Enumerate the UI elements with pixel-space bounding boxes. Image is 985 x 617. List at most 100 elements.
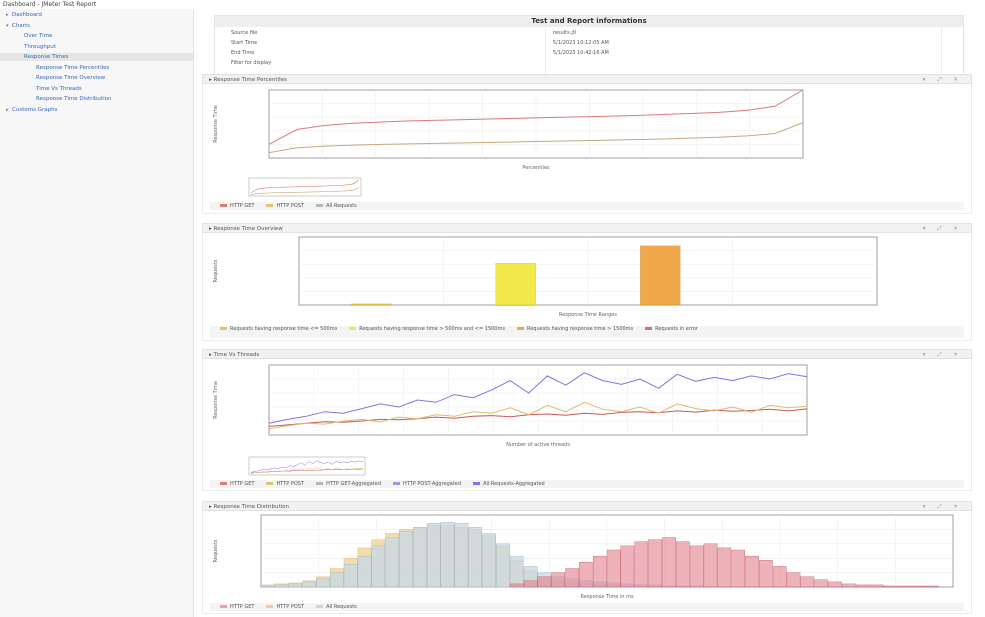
panel-header[interactable]: ▸ Time Vs Threads ▾ ⤢ ✕ bbox=[202, 349, 972, 359]
legend-item[interactable]: All Requests bbox=[316, 604, 357, 610]
histogram-bar bbox=[883, 585, 898, 588]
sidebar-item[interactable]: ▸ Dashboard bbox=[0, 11, 193, 19]
legend-label: All Requests-Aggregated bbox=[483, 481, 545, 487]
histogram-bar bbox=[551, 572, 566, 588]
sidebar: ▸ Dashboard ▾ Charts Over Time Throughput Resp… bbox=[0, 9, 194, 617]
panel-controls[interactable]: ▾ ⤢ ✕ bbox=[922, 77, 963, 83]
legend-item[interactable]: Requests having response time <= 500ms bbox=[220, 326, 337, 332]
sidebar-item-label: Dashboard bbox=[12, 12, 42, 18]
legend-item[interactable]: HTTP POST bbox=[266, 481, 304, 487]
sidebar-item-label: Throughput bbox=[24, 43, 56, 50]
histogram-bar bbox=[842, 583, 856, 588]
legend-item[interactable]: HTTP POST bbox=[266, 203, 304, 209]
chart-legend[interactable]: HTTP GET HTTP POST All Requests bbox=[210, 202, 964, 210]
bar[interactable] bbox=[495, 262, 536, 306]
legend-swatch bbox=[266, 204, 274, 207]
sidebar-item[interactable]: ▾ Charts bbox=[0, 22, 193, 30]
histogram-bar bbox=[703, 543, 718, 588]
legend-label: HTTP GET bbox=[230, 604, 255, 610]
bar[interactable] bbox=[351, 303, 392, 306]
sidebar-item[interactable]: Response Time Percentiles bbox=[0, 64, 193, 72]
legend-item[interactable]: HTTP GET bbox=[220, 481, 254, 487]
legend-swatch bbox=[266, 482, 274, 485]
zoom-overview-box[interactable] bbox=[248, 456, 366, 476]
histogram-bar bbox=[593, 555, 607, 588]
histogram-bar bbox=[399, 531, 413, 588]
legend-swatch bbox=[220, 327, 227, 330]
panel-header[interactable]: ▸ Response Time Percentiles ▾ ⤢ ✕ bbox=[202, 74, 972, 84]
histogram-bar bbox=[745, 555, 759, 588]
histogram-bar bbox=[634, 541, 649, 588]
legend-label: HTTP GET-Aggregated bbox=[326, 481, 382, 487]
sidebar-item[interactable]: Over Time bbox=[0, 32, 193, 40]
summary-key: Filter for display bbox=[231, 60, 272, 66]
legend-item[interactable]: All Requests-Aggregated bbox=[473, 481, 545, 487]
histogram-bar bbox=[689, 545, 704, 588]
histogram-bar bbox=[565, 568, 579, 588]
histogram-bar bbox=[302, 581, 316, 588]
histogram-bar bbox=[786, 572, 801, 588]
chart-legend[interactable]: HTTP GET HTTP POST HTTP GET-Aggregated HTTP… bbox=[210, 480, 964, 488]
legend-item[interactable]: All Requests bbox=[316, 203, 357, 209]
percentiles-chart: Percentiles Response Time bbox=[213, 89, 804, 197]
summary-title: Test and Report informations bbox=[215, 16, 963, 27]
legend-label: HTTP GET bbox=[230, 481, 255, 487]
sidebar-item[interactable]: Throughput bbox=[0, 43, 193, 51]
zoom-series-line bbox=[250, 460, 364, 473]
legend-label: HTTP POST bbox=[276, 203, 305, 209]
histogram-bar bbox=[329, 572, 344, 588]
series-line bbox=[268, 372, 808, 424]
legend-label: HTTP POST-Aggregated bbox=[403, 481, 462, 487]
sidebar-item[interactable]: ▸ Customs Graphs bbox=[0, 106, 193, 114]
sidebar-item[interactable]: Response Time Overview bbox=[0, 74, 193, 82]
legend-item[interactable]: HTTP GET bbox=[220, 203, 254, 209]
legend-swatch bbox=[266, 605, 274, 608]
panel-controls[interactable]: ▾ ⤢ ✕ bbox=[922, 352, 963, 358]
legend-label: Requests having response time > 1500ms bbox=[526, 326, 634, 332]
sidebar-item[interactable]: Response Times bbox=[0, 53, 193, 61]
y-axis-label: Requests bbox=[213, 539, 219, 562]
histogram-bar bbox=[288, 583, 303, 588]
legend-item[interactable]: HTTP GET bbox=[220, 604, 254, 610]
legend-label: Requests in error bbox=[655, 326, 698, 332]
legend-item[interactable]: HTTP POST-Aggregated bbox=[393, 481, 461, 487]
sidebar-item-label: Response Times bbox=[24, 54, 69, 60]
x-axis-label: Response Time in ms bbox=[580, 594, 633, 600]
summary-key: End Time bbox=[231, 50, 255, 56]
legend-swatch bbox=[220, 204, 227, 207]
histogram-bar bbox=[579, 562, 593, 588]
chart-legend[interactable]: Requests having response time <= 500ms Re… bbox=[210, 326, 964, 338]
sidebar-item-label: Response Time Distribution bbox=[36, 96, 112, 102]
legend-item[interactable]: Requests having response time > 1500ms bbox=[516, 326, 634, 332]
sidebar-item-label: Response Time Overview bbox=[36, 75, 106, 81]
legend-item[interactable]: Requests having response time > 500ms an… bbox=[349, 326, 505, 332]
histogram-bar bbox=[496, 543, 510, 588]
panel-body: Response Time Ranges Requests bbox=[202, 233, 972, 341]
histogram-bar bbox=[828, 581, 842, 588]
chart-legend[interactable]: HTTP GET HTTP POST All Requests bbox=[210, 603, 964, 611]
distribution-chart: Response Time in ms Requests bbox=[213, 514, 954, 600]
histogram-bar bbox=[426, 522, 441, 588]
panel-controls[interactable]: ▾ ⤢ ✕ bbox=[922, 226, 963, 232]
sidebar-item[interactable]: Time Vs Threads bbox=[0, 85, 193, 93]
sidebar-item[interactable]: Response Time Distribution bbox=[0, 95, 193, 103]
histogram-bar bbox=[385, 537, 400, 588]
panel-threads: ▸ Time Vs Threads ▾ ⤢ ✕ Number of active … bbox=[202, 349, 972, 491]
panel-body: Number of active threads Response Time bbox=[202, 359, 972, 491]
legend-swatch bbox=[220, 482, 227, 485]
bar[interactable] bbox=[640, 245, 681, 306]
legend-item[interactable]: HTTP GET-Aggregated bbox=[316, 481, 381, 487]
panel-header[interactable]: ▸ Response Time Distribution ▾ ⤢ ✕ bbox=[202, 501, 972, 511]
panel-title: Response Time Distribution bbox=[213, 504, 289, 510]
legend-item[interactable]: Requests in error bbox=[645, 326, 698, 332]
panel-controls[interactable]: ▾ ⤢ ✕ bbox=[922, 504, 963, 510]
panel-header[interactable]: ▸ Response Time Overview ▾ ⤢ ✕ bbox=[202, 223, 972, 233]
summary-divider bbox=[545, 27, 546, 74]
histogram-bar bbox=[869, 584, 884, 588]
series-line bbox=[268, 89, 804, 145]
histogram-bar bbox=[509, 555, 524, 588]
histogram-bar bbox=[274, 584, 289, 588]
legend-swatch bbox=[516, 327, 524, 330]
legend-item[interactable]: HTTP POST bbox=[266, 604, 304, 610]
x-axis-label: Percentiles bbox=[522, 165, 550, 171]
